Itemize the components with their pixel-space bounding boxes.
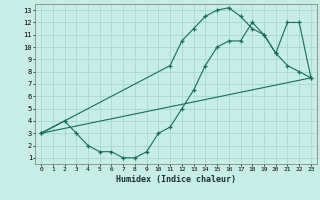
X-axis label: Humidex (Indice chaleur): Humidex (Indice chaleur) [116,175,236,184]
